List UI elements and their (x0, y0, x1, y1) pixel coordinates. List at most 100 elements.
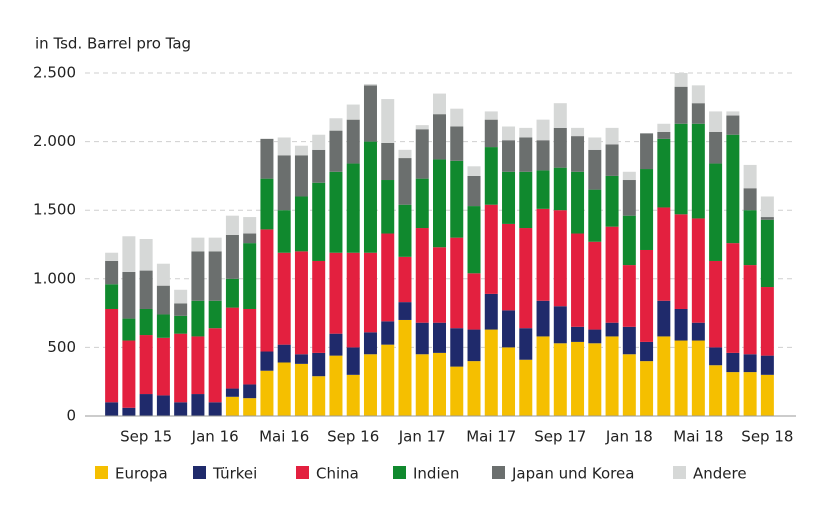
bar-segment (502, 223, 516, 311)
bar-segment (743, 210, 757, 266)
bar-segment (433, 247, 446, 323)
bar-segment (191, 251, 205, 301)
bar-segment (294, 196, 308, 252)
bar-segment (105, 252, 119, 261)
bar-segment (225, 278, 239, 308)
bar-segment (294, 155, 308, 197)
bar-segment (156, 395, 170, 416)
bar-segment (571, 127, 585, 137)
bar-segment (415, 322, 429, 355)
bar-segment (329, 252, 343, 334)
bar-segment (553, 306, 567, 344)
bar-segment (174, 303, 188, 316)
bar-segment (484, 111, 498, 120)
bar-segment (536, 119, 550, 141)
bar-segment (691, 123, 705, 219)
y-tick-label: 1.500 (33, 201, 76, 219)
bar-segment (519, 328, 533, 360)
bar-segment (588, 343, 602, 416)
bar-segment (260, 351, 274, 371)
legend-label: Japan und Korea (511, 465, 634, 483)
bar-segment (743, 372, 757, 416)
x-tick-label: Mai 16 (259, 428, 309, 446)
bar-segment (640, 133, 654, 170)
bar-segment (622, 265, 636, 327)
bar-segment (312, 376, 326, 416)
legend-label: Andere (693, 465, 747, 483)
bar-segment (174, 333, 188, 403)
bar-segment (415, 129, 429, 179)
bar-segment (743, 164, 757, 189)
bar-segment (691, 103, 705, 124)
bar-segment (243, 233, 257, 244)
y-tick-label: 0 (66, 407, 76, 425)
x-tick-label: Mai 17 (466, 428, 516, 446)
bar-segment (657, 300, 671, 337)
bar-segment (277, 344, 291, 363)
bar-segment (709, 111, 723, 132)
bar-segment (484, 147, 498, 205)
bar-segment (156, 314, 170, 338)
bar-segment (691, 322, 705, 341)
bar-segment (381, 142, 395, 181)
bar-segment (174, 402, 188, 416)
bar-segment (519, 137, 533, 172)
bar-segment (605, 144, 619, 176)
bar-segment (657, 138, 671, 208)
bar-segment (415, 354, 429, 416)
bar-segment (674, 308, 688, 341)
bar-segment (571, 136, 585, 172)
bar-segment (329, 355, 343, 416)
bar-segment (346, 252, 360, 348)
bar-segment (277, 155, 291, 211)
legend-swatch (492, 466, 505, 479)
bar-segment (726, 111, 740, 116)
bar-segment (191, 300, 205, 337)
legend-swatch (296, 466, 309, 479)
bar-segment (588, 329, 602, 344)
bar-segment (657, 336, 671, 416)
bar-segment (312, 134, 326, 150)
bar-segment (450, 237, 464, 329)
bar-segment (174, 289, 188, 304)
bar-segment (191, 336, 205, 395)
legend-label: Indien (413, 465, 459, 483)
bar-segment (415, 228, 429, 323)
bar-segment (484, 119, 498, 148)
bar-segment (329, 130, 343, 172)
bar-segment (294, 145, 308, 156)
bar-segment (225, 307, 239, 389)
x-tick-label: Mai 18 (673, 428, 723, 446)
bar-segment (467, 273, 481, 330)
bar-segment (398, 319, 412, 416)
bar-segment (743, 354, 757, 373)
bar-segment (225, 234, 239, 279)
bar-segment (243, 398, 257, 416)
bar-segment (519, 359, 533, 416)
bar-segment (502, 140, 516, 172)
bar-segment (571, 326, 585, 342)
bar-segment (208, 300, 222, 329)
bar-segment (622, 326, 636, 355)
bar-segment (536, 170, 550, 209)
bar-segment (346, 104, 360, 120)
bar-segment (760, 217, 774, 220)
bar-segment (536, 208, 550, 301)
bar-segment (156, 285, 170, 315)
bar-segment (294, 363, 308, 416)
bar-segment (536, 336, 550, 416)
bar-segment (605, 322, 619, 337)
bar-segment (329, 171, 343, 253)
bar-segment (605, 175, 619, 227)
bar-segment (139, 239, 153, 271)
bar-segment (760, 196, 774, 218)
bar-segment (450, 328, 464, 367)
bar-segment (553, 167, 567, 211)
bar-segment (312, 149, 326, 183)
bar-segment (450, 108, 464, 127)
bar-segment (225, 388, 239, 397)
bar-segment (588, 241, 602, 330)
bar-segment (553, 127, 567, 168)
bar-segment (450, 366, 464, 416)
